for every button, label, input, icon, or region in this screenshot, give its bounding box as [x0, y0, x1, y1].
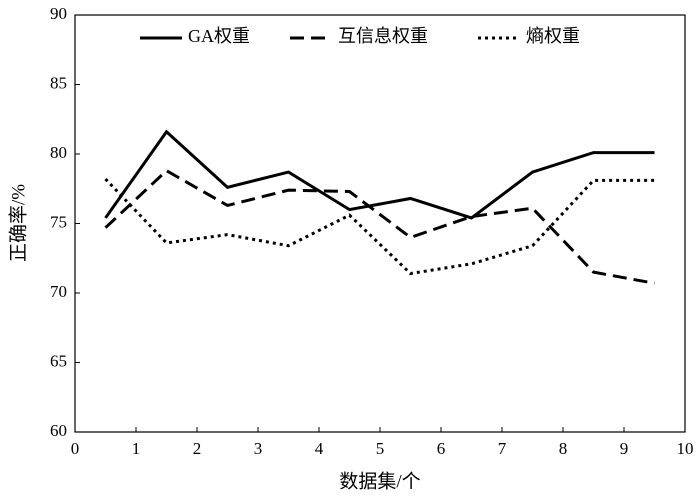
legend-label: 熵权重	[526, 26, 580, 46]
y-tick-label: 75	[50, 212, 67, 231]
x-tick-label: 4	[315, 439, 324, 458]
legend-label: GA权重	[188, 26, 250, 46]
legend-label: 互信息权重	[338, 26, 428, 46]
y-tick-label: 60	[50, 421, 67, 440]
x-tick-label: 7	[498, 439, 507, 458]
data-line	[104, 168, 655, 285]
x-tick-label: 0	[71, 439, 80, 458]
y-tick-label: 85	[50, 73, 67, 92]
data-line	[104, 177, 655, 276]
plot-frame	[74, 14, 686, 433]
data-line	[104, 129, 655, 220]
y-tick-label: 65	[50, 351, 67, 370]
y-tick-label: 70	[50, 282, 67, 301]
x-tick-label: 6	[437, 439, 446, 458]
x-tick-label: 3	[254, 439, 263, 458]
x-tick-label: 1	[132, 439, 141, 458]
x-tick-label: 2	[193, 439, 202, 458]
x-tick-label: 8	[559, 439, 568, 458]
y-tick-label: 90	[50, 4, 67, 23]
x-axis-title: 数据集/个	[339, 470, 420, 492]
x-tick-label: 5	[376, 439, 385, 458]
y-axis-title: 正确率/%	[7, 184, 29, 262]
y-tick-label: 80	[50, 143, 67, 162]
x-tick-label: 9	[620, 439, 629, 458]
x-tick-label: 10	[677, 439, 694, 458]
